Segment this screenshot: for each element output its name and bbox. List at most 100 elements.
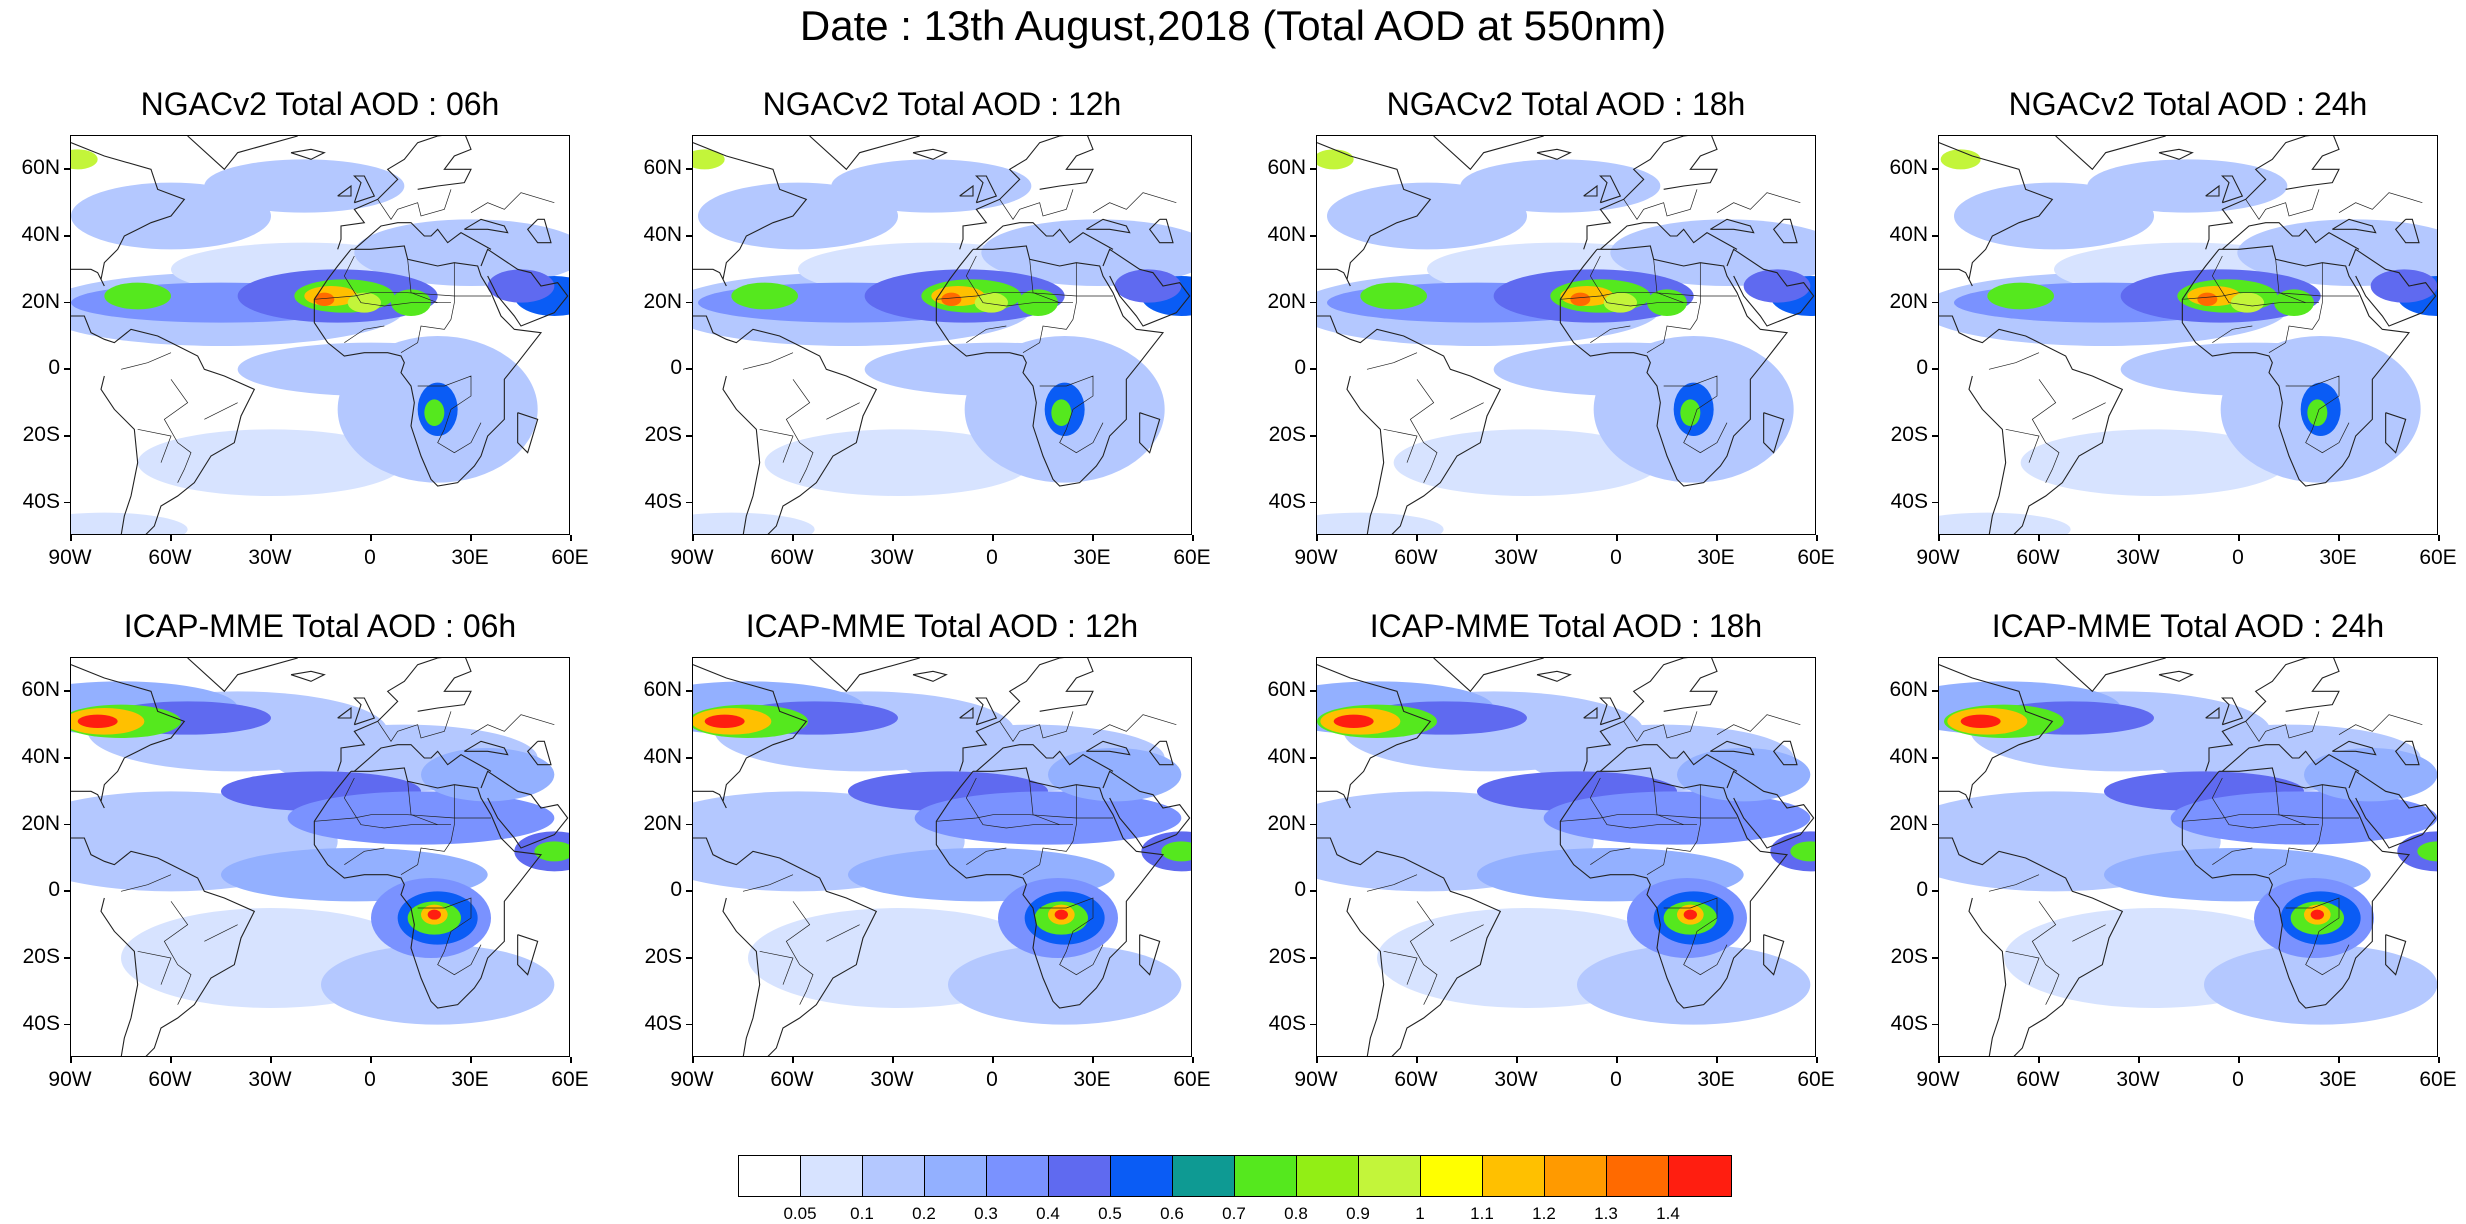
country-border — [343, 777, 451, 829]
coastline — [1939, 315, 2124, 534]
coastline — [912, 670, 948, 682]
colorbar-swatch — [925, 1156, 987, 1196]
country-border — [2211, 777, 2319, 829]
aod-field-patch — [1940, 149, 1981, 170]
country-border — [1560, 814, 1701, 875]
country-border — [1092, 192, 1177, 213]
x-tick — [1938, 535, 1940, 541]
country-border — [759, 428, 794, 463]
aod-colorbar — [738, 1155, 1732, 1197]
country-border — [966, 325, 1007, 343]
country-border — [785, 379, 814, 483]
y-tick — [1932, 823, 1938, 826]
coastline — [1939, 664, 2054, 809]
coastline — [809, 136, 920, 171]
coastline — [693, 315, 878, 534]
y-tick-label: 40N — [1889, 745, 1928, 768]
x-tick-label: 60E — [1173, 1068, 1211, 1091]
y-tick — [1932, 757, 1938, 759]
colorbar-label: 0.1 — [850, 1204, 874, 1223]
coastline — [417, 136, 472, 190]
coastline — [2181, 245, 2411, 487]
y-tick — [64, 757, 70, 759]
panel-title: ICAP-MME Total AOD : 06h — [123, 608, 517, 644]
x-tick — [2038, 1057, 2040, 1063]
country-border — [1039, 375, 1104, 454]
coastline — [1433, 136, 1544, 171]
country-border — [2031, 379, 2060, 483]
y-tick-label: 40S — [1890, 489, 1928, 513]
aod-field-patch — [287, 791, 555, 845]
coastline — [1710, 218, 1755, 234]
aod-field-patch — [104, 282, 171, 310]
coastline — [1346, 897, 1385, 1056]
panel-title: ICAP-MME Total AOD : 24h — [1991, 608, 2385, 644]
x-tick — [1192, 1057, 1194, 1063]
y-tick — [686, 301, 692, 304]
coastline — [959, 184, 974, 197]
coastline — [71, 664, 186, 809]
x-tick — [570, 1057, 572, 1063]
x-tick-label: 30W — [2116, 546, 2160, 569]
country-border — [453, 784, 491, 819]
y-tick — [686, 957, 692, 959]
y-tick — [1932, 168, 1938, 170]
coastline — [959, 658, 1060, 772]
coastline — [935, 767, 1165, 1009]
aod-field-patch — [1493, 342, 1761, 396]
y-tick-label: 40S — [22, 489, 60, 513]
y-tick-label: 40N — [1889, 223, 1928, 246]
colorbar-label: 1.1 — [1470, 1204, 1494, 1223]
coastline — [1583, 184, 1598, 197]
aod-field-patch — [1054, 909, 1068, 920]
aod-field-patch — [1960, 714, 2001, 728]
coastline — [1102, 770, 1191, 849]
coastline — [526, 218, 552, 244]
coastline — [2285, 136, 2340, 190]
coastline — [187, 658, 298, 693]
aod-field-patch — [71, 512, 188, 534]
country-border — [1383, 950, 1418, 985]
y-tick-label: 20N — [21, 811, 60, 835]
colorbar-swatch — [1173, 1156, 1235, 1196]
aod-field-patch — [2120, 342, 2388, 396]
aod-field-patch — [1317, 149, 1354, 170]
x-tick-label: 60E — [1173, 546, 1211, 569]
coastline — [722, 897, 761, 1056]
aod-field-patch — [237, 342, 505, 396]
colorbar-label: 0.4 — [1036, 1204, 1060, 1223]
country-border — [343, 255, 451, 307]
coastline — [1346, 375, 1385, 534]
panel-title: NGACv2 Total AOD : 06h — [140, 86, 500, 122]
aod-field-patch — [1570, 292, 1591, 306]
coastline — [353, 697, 376, 726]
x-tick — [1816, 1057, 1818, 1063]
coastline — [290, 670, 326, 682]
x-tick — [992, 535, 994, 541]
y-tick-label: 60N — [1267, 678, 1306, 702]
country-border — [2321, 784, 2359, 819]
coastline — [1599, 175, 1622, 204]
country-border — [2072, 402, 2106, 420]
country-border — [1409, 901, 1438, 1005]
country-border — [2285, 375, 2350, 454]
panel-title: ICAP-MME Total AOD : 18h — [1369, 608, 1763, 644]
aod-field-patch — [1743, 269, 1811, 303]
coastline — [353, 175, 376, 204]
map-panel: ICAP-MME Total AOD : 12h 60N 40N 20N 0 20S 40S… — [622, 607, 1222, 1107]
coastline — [1968, 375, 2007, 534]
map-plot-area — [1316, 135, 1816, 535]
country-border — [2072, 924, 2106, 942]
aod-field-patch — [347, 292, 382, 313]
y-tick — [1310, 168, 1316, 170]
country-border — [1653, 781, 1684, 825]
coastline — [1663, 658, 1718, 712]
aod-field-patch — [1333, 714, 1374, 728]
country-border — [137, 950, 172, 985]
aod-field-patch — [864, 342, 1132, 396]
aod-field-patch — [2197, 292, 2218, 306]
y-tick — [686, 757, 692, 759]
country-border — [314, 814, 455, 875]
y-tick — [64, 1023, 70, 1026]
coastline — [464, 740, 509, 756]
